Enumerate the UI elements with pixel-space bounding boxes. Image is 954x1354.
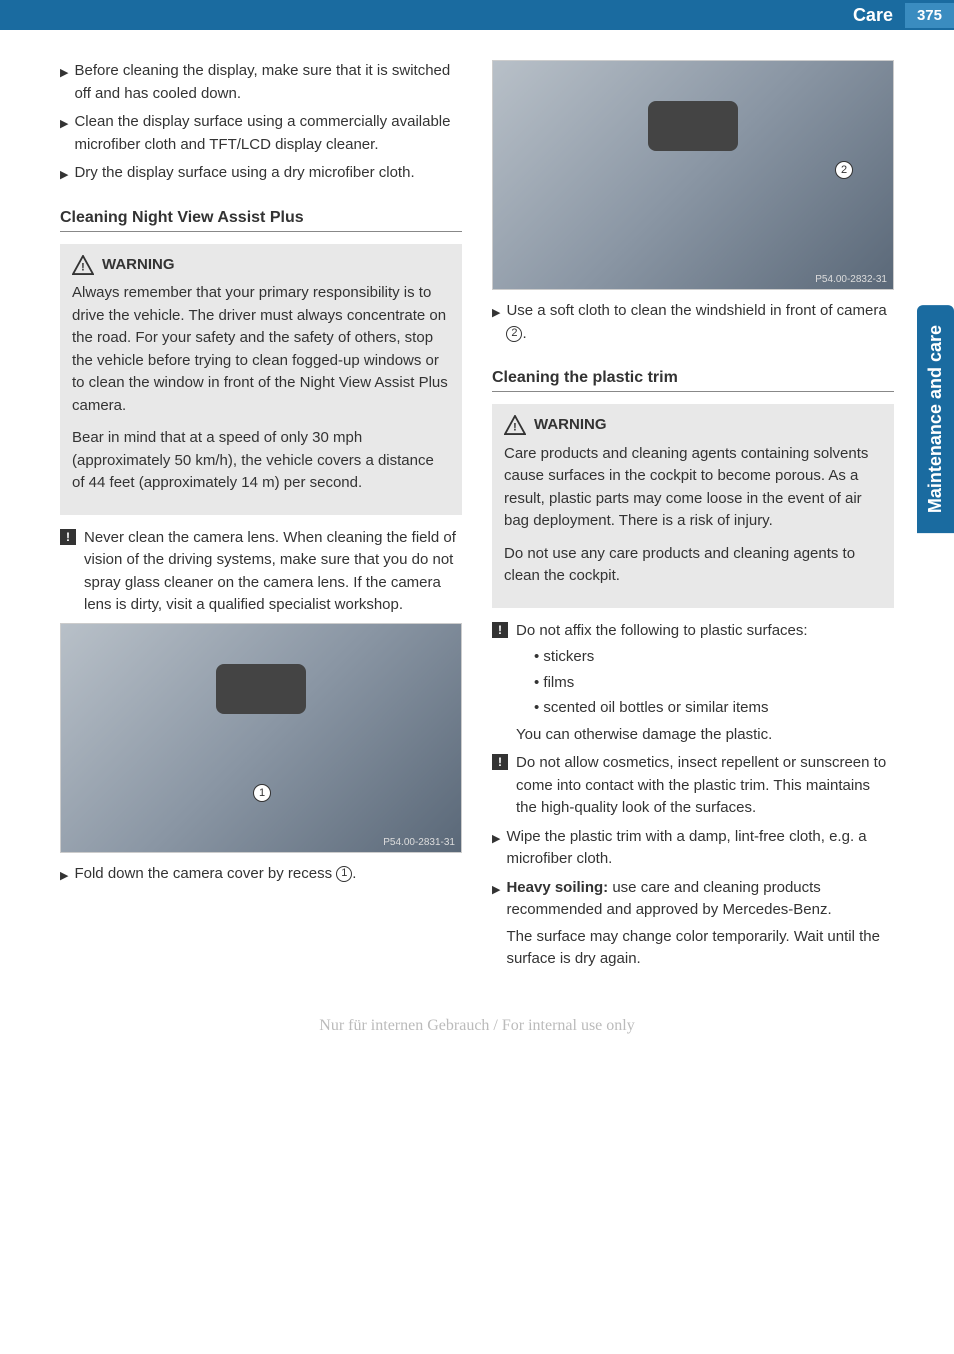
triangle-bullet-icon: ▶ xyxy=(60,167,68,185)
triangle-bullet-icon: ▶ xyxy=(60,868,68,886)
list-item: ▶Clean the display surface using a comme… xyxy=(60,111,462,156)
triangle-bullet-icon: ▶ xyxy=(492,882,500,971)
sub-list-item: stickers xyxy=(534,646,808,669)
note-content: Do not affix the following to plastic su… xyxy=(516,620,808,747)
exclamation-icon: ! xyxy=(492,622,508,638)
warning-header: ! WARNING xyxy=(72,254,450,277)
bullet-text: Clean the display surface using a commer… xyxy=(74,111,462,156)
side-tab: Maintenance and care xyxy=(917,305,954,533)
list-item: ▶ Dry the display surface using a dry mic… xyxy=(60,162,462,185)
text-fragment: The surface may change color temporarily… xyxy=(506,926,894,971)
text-fragment: . xyxy=(352,865,356,882)
callout-1: 1 xyxy=(253,784,271,802)
text-fragment: Fold down the camera cover by recess xyxy=(74,865,336,882)
bullet-text: Dry the display surface using a dry micr… xyxy=(74,162,414,185)
triangle-bullet-icon: ▶ xyxy=(60,116,68,156)
section-heading-nightview: Cleaning Night View Assist Plus xyxy=(60,209,462,232)
warning-box: ! WARNING Care products and cleaning age… xyxy=(492,404,894,608)
list-item: ▶Before cleaning the display, make sure … xyxy=(60,60,462,105)
svg-text:!: ! xyxy=(513,422,517,434)
list-item: ▶ Fold down the camera cover by recess 1… xyxy=(60,863,462,886)
note-item: ! Do not affix the following to plastic … xyxy=(492,620,894,747)
right-column: 2 P54.00-2832-31 ▶ Use a soft cloth to c… xyxy=(492,60,894,977)
circled-number: 1 xyxy=(336,866,352,882)
warning-label: WARNING xyxy=(102,254,175,277)
circled-number: 2 xyxy=(506,326,522,342)
list-item: ▶ Use a soft cloth to clean the windshie… xyxy=(492,300,894,345)
footer-watermark: Nur für internen Gebrauch / For internal… xyxy=(0,997,954,1055)
svg-text:!: ! xyxy=(81,261,85,273)
note-text: Never clean the camera lens. When cleani… xyxy=(84,527,462,617)
header-bar: Care 375 xyxy=(0,0,954,30)
note-item: ! Do not allow cosmetics, insect repelle… xyxy=(492,752,894,820)
text-fragment: . xyxy=(522,325,526,342)
note-item: ! Never clean the camera lens. When clea… xyxy=(60,527,462,617)
bullet-text: Wipe the plastic trim with a damp, lint-… xyxy=(506,826,894,871)
page-number: 375 xyxy=(905,3,954,28)
list-item: ▶ Heavy soiling: use care and cleaning p… xyxy=(492,877,894,971)
warning-triangle-icon: ! xyxy=(504,415,526,435)
triangle-bullet-icon: ▶ xyxy=(492,305,500,345)
note-text: Do not affix the following to plastic su… xyxy=(516,622,808,639)
image-caption: P54.00-2832-31 xyxy=(815,274,887,285)
warning-triangle-icon: ! xyxy=(72,255,94,275)
bullet-text: Fold down the camera cover by recess 1. xyxy=(74,863,356,886)
note-text: You can otherwise damage the plastic. xyxy=(516,726,772,743)
header-title: Care xyxy=(853,5,905,26)
bullet-content: Heavy soiling: use care and cleaning pro… xyxy=(506,877,894,971)
warning-label: WARNING xyxy=(534,414,607,437)
triangle-bullet-icon: ▶ xyxy=(492,831,500,871)
page-header: Care 375 xyxy=(0,0,954,30)
warning-text: Do not use any care products and cleanin… xyxy=(504,543,882,588)
exclamation-icon: ! xyxy=(60,529,76,545)
camera-cover-image: 1 P54.00-2831-31 xyxy=(60,623,462,853)
content-area: ▶Before cleaning the display, make sure … xyxy=(0,30,954,997)
windshield-camera-image: 2 P54.00-2832-31 xyxy=(492,60,894,290)
image-caption: P54.00-2831-31 xyxy=(383,837,455,848)
sub-list-item: films xyxy=(534,672,808,695)
note-text: Do not allow cosmetics, insect repellent… xyxy=(516,752,894,820)
warning-header: ! WARNING xyxy=(504,414,882,437)
sub-list: stickers films scented oil bottles or si… xyxy=(516,646,808,720)
text-fragment: Use a soft cloth to clean the windshield… xyxy=(506,302,886,319)
left-column: ▶Before cleaning the display, make sure … xyxy=(60,60,462,977)
list-item: ▶ Wipe the plastic trim with a damp, lin… xyxy=(492,826,894,871)
warning-text: Care products and cleaning agents contai… xyxy=(504,443,882,533)
bold-label: Heavy soiling: xyxy=(506,879,608,896)
bullet-text: Before cleaning the display, make sure t… xyxy=(74,60,462,105)
warning-box: ! WARNING Always remember that your prim… xyxy=(60,244,462,515)
warning-text: Always remember that your primary respon… xyxy=(72,282,450,417)
exclamation-icon: ! xyxy=(492,754,508,770)
triangle-bullet-icon: ▶ xyxy=(60,65,68,105)
warning-text: Bear in mind that at a speed of only 30 … xyxy=(72,427,450,495)
callout-2: 2 xyxy=(835,161,853,179)
bullet-text: Use a soft cloth to clean the windshield… xyxy=(506,300,894,345)
intro-bullet-list: ▶Before cleaning the display, make sure … xyxy=(60,60,462,185)
section-heading-plastic: Cleaning the plastic trim xyxy=(492,369,894,392)
sub-list-item: scented oil bottles or similar items xyxy=(534,697,808,720)
